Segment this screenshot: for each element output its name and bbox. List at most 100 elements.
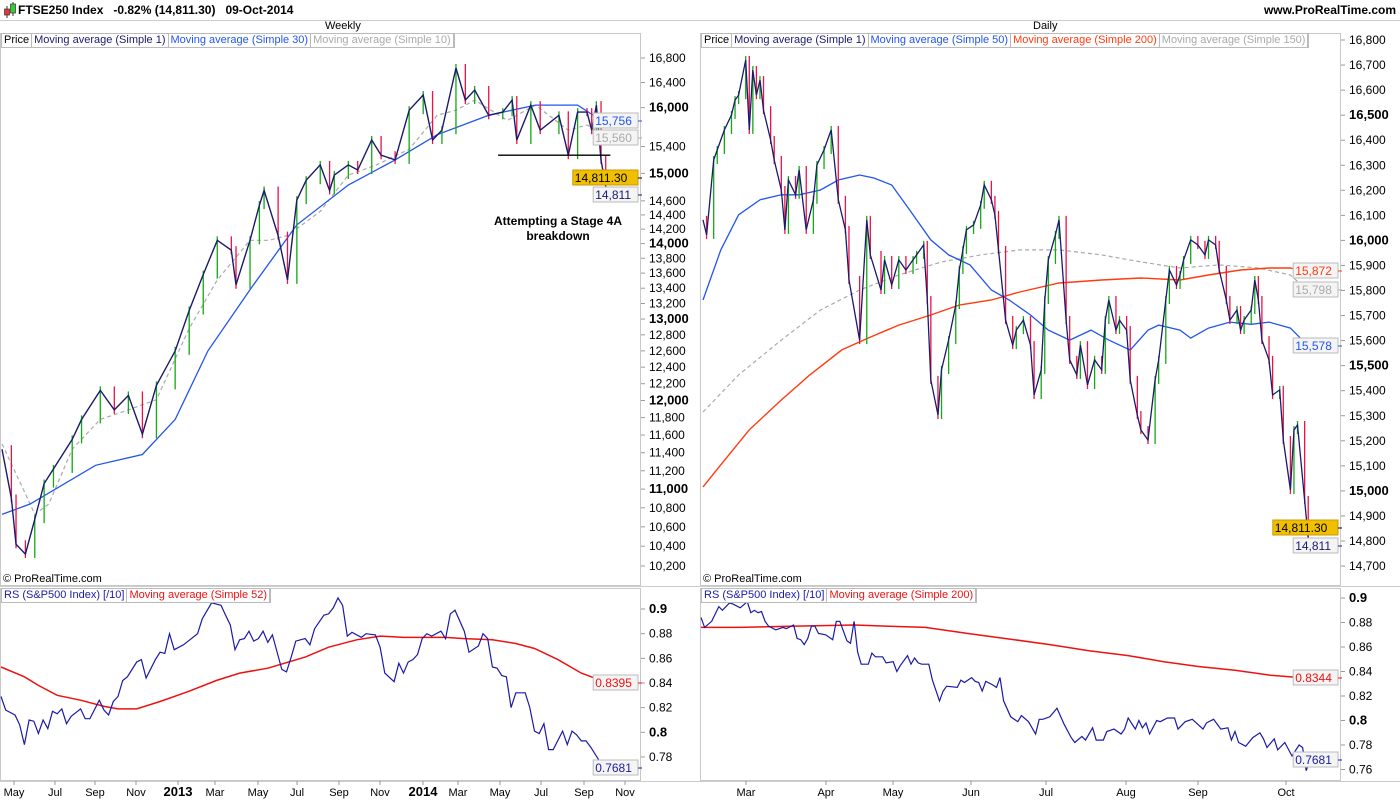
header-bar: FTSE250 Index -0.82% (14,811.30) 09-Oct-… <box>0 0 1400 20</box>
weekly-price-legend: Price Moving average (Simple 1) Moving a… <box>1 33 455 48</box>
weekly-month-label: Nov <box>615 787 635 799</box>
daily-price-axis-label: 16,000 <box>1349 232 1389 247</box>
weekly-ma30-line <box>1 104 607 516</box>
daily-rs-value: 0.7681 <box>1295 753 1332 767</box>
weekly-close-value: 14,811 <box>595 188 631 202</box>
panel-frame <box>0 33 641 586</box>
weekly-price-axis-label: 11,000 <box>649 481 688 496</box>
legend-ma1[interactable]: Moving average (Simple 1) <box>732 34 869 47</box>
legend-ma10[interactable]: Moving average (Simple 10) <box>311 34 454 47</box>
weekly-month-label: May <box>490 787 511 799</box>
daily-month-label: Mar <box>737 787 756 799</box>
weekly-month-label: May <box>248 787 269 799</box>
legend-price[interactable]: Price <box>702 34 733 47</box>
weekly-rs-axis-label: 0.8 <box>649 724 667 739</box>
weekly-rs-axis-label: 0.9 <box>649 601 667 616</box>
daily-price-axis-label: 15,000 <box>1349 483 1389 498</box>
daily-rs-axis-label: 0.76 <box>1349 763 1373 777</box>
daily-rs-line <box>700 600 1311 771</box>
daily-panel-title: Daily <box>1033 20 1058 32</box>
weekly-month-label: 2014 <box>409 784 439 799</box>
daily-price-line <box>702 59 1309 539</box>
daily-rs-ma-value: 0.8344 <box>1295 671 1332 685</box>
daily-rs-legend: RS (S&P500 Index) [/10] Moving average (… <box>701 588 978 603</box>
weekly-price-axis-label: 11,800 <box>649 411 685 425</box>
weekly-price-axis-label: 13,200 <box>649 297 686 311</box>
weekly-price-axis-label: 12,400 <box>649 360 686 374</box>
annotation-line-1: Attempting a Stage 4A <box>493 214 622 228</box>
stage-4a-annotation: Attempting a Stage 4A breakdown <box>483 214 633 244</box>
weekly-rs-ma-value: 0.8395 <box>595 676 632 690</box>
daily-price-axis-label: 16,100 <box>1349 208 1386 222</box>
daily-copyright: © ProRealTime.com <box>703 573 802 585</box>
weekly-price-axis-label: 13,000 <box>649 311 689 326</box>
weekly-price-axis-label: 14,600 <box>649 194 686 208</box>
weekly-panel-title: Weekly <box>325 20 361 32</box>
weekly-ma10-value: 15,560 <box>595 131 632 145</box>
weekly-price-axis-label: 12,800 <box>649 328 686 342</box>
daily-price-axis-label: 14,800 <box>1349 534 1386 548</box>
legend-ma30[interactable]: Moving average (Simple 30) <box>169 34 312 47</box>
daily-month-label: Oct <box>1277 787 1294 799</box>
daily-month-label: Sep <box>1188 787 1208 799</box>
daily-ma150-line <box>702 249 1309 413</box>
weekly-rs-axis-label: 0.88 <box>649 627 673 641</box>
daily-price-axis-label: 16,700 <box>1349 58 1386 72</box>
weekly-month-label: Nov <box>126 787 146 799</box>
legend-rs-ma52[interactable]: Moving average (Simple 52) <box>127 589 271 602</box>
daily-price-axis-label: 15,700 <box>1349 309 1386 323</box>
legend-ma50[interactable]: Moving average (Simple 50) <box>869 34 1012 47</box>
daily-rs-axis-label: 0.88 <box>1349 616 1373 630</box>
weekly-month-label: Jul <box>48 787 62 799</box>
weekly-month-label: Jul <box>290 787 304 799</box>
weekly-month-label: Mar <box>206 787 225 799</box>
weekly-price-axis-label: 11,400 <box>649 446 685 460</box>
daily-price-axis-label: 15,600 <box>1349 334 1386 348</box>
weekly-last-price: 14,811.30 <box>575 171 628 185</box>
weekly-price-axis-label: 15,400 <box>649 140 686 154</box>
weekly-price-axis-label: 10,200 <box>649 559 686 573</box>
weekly-month-label: Nov <box>370 787 390 799</box>
daily-close-value: 14,811 <box>1295 539 1331 553</box>
weekly-price-axis-label: 16,000 <box>649 100 689 115</box>
weekly-price-axis-label: 10,600 <box>649 520 686 534</box>
weekly-price-axis-label: 14,400 <box>649 208 686 222</box>
legend-rs-ma200[interactable]: Moving average (Simple 200) <box>827 589 977 602</box>
daily-ma200-value: 15,872 <box>1295 264 1332 278</box>
daily-rs-axis-label: 0.9 <box>1349 590 1367 605</box>
weekly-month-label: Sep <box>85 787 105 799</box>
weekly-price-axis-label: 14,000 <box>649 236 689 251</box>
daily-price-axis-label: 15,500 <box>1349 358 1389 373</box>
daily-rs-axis-label: 0.86 <box>1349 640 1373 654</box>
site-link[interactable]: www.ProRealTime.com <box>1263 3 1396 17</box>
legend-rs[interactable]: RS (S&P500 Index) [/10] <box>2 589 128 602</box>
panel-frame <box>700 33 1341 586</box>
daily-price-axis-label: 15,800 <box>1349 284 1386 298</box>
weekly-month-label: May <box>4 787 25 799</box>
daily-price-axis-label: 15,100 <box>1349 459 1386 473</box>
weekly-price-axis-label: 12,600 <box>649 344 686 358</box>
daily-ma50-value: 15,578 <box>1295 339 1332 353</box>
weekly-price-line <box>1 67 607 556</box>
weekly-rs-axis-label: 0.82 <box>649 701 673 715</box>
weekly-price-axis-label: 13,400 <box>649 281 686 295</box>
daily-last-price: 14,811.30 <box>1275 521 1328 535</box>
daily-month-label: Jul <box>1039 787 1053 799</box>
daily-price-legend: Price Moving average (Simple 1) Moving a… <box>701 33 1310 48</box>
daily-ma200-line <box>702 267 1309 488</box>
daily-price-axis-label: 16,200 <box>1349 183 1386 197</box>
legend-rs[interactable]: RS (S&P500 Index) [/10] <box>702 589 828 602</box>
legend-ma150[interactable]: Moving average (Simple 150) <box>1160 34 1309 47</box>
legend-price[interactable]: Price <box>2 34 33 47</box>
legend-ma200[interactable]: Moving average (Simple 200) <box>1011 34 1160 47</box>
daily-rs-axis-label: 0.8 <box>1349 713 1367 728</box>
weekly-price-axis-label: 14,200 <box>649 222 686 236</box>
weekly-price-axis-label: 11,600 <box>649 428 685 442</box>
daily-rs-axis-label: 0.84 <box>1349 665 1373 679</box>
weekly-ma30-value: 15,756 <box>595 114 632 128</box>
weekly-price-axis-label: 12,000 <box>649 393 689 408</box>
legend-ma1[interactable]: Moving average (Simple 1) <box>32 34 169 47</box>
weekly-price-axis-label: 10,400 <box>649 539 686 553</box>
daily-month-label: Aug <box>1116 787 1136 799</box>
